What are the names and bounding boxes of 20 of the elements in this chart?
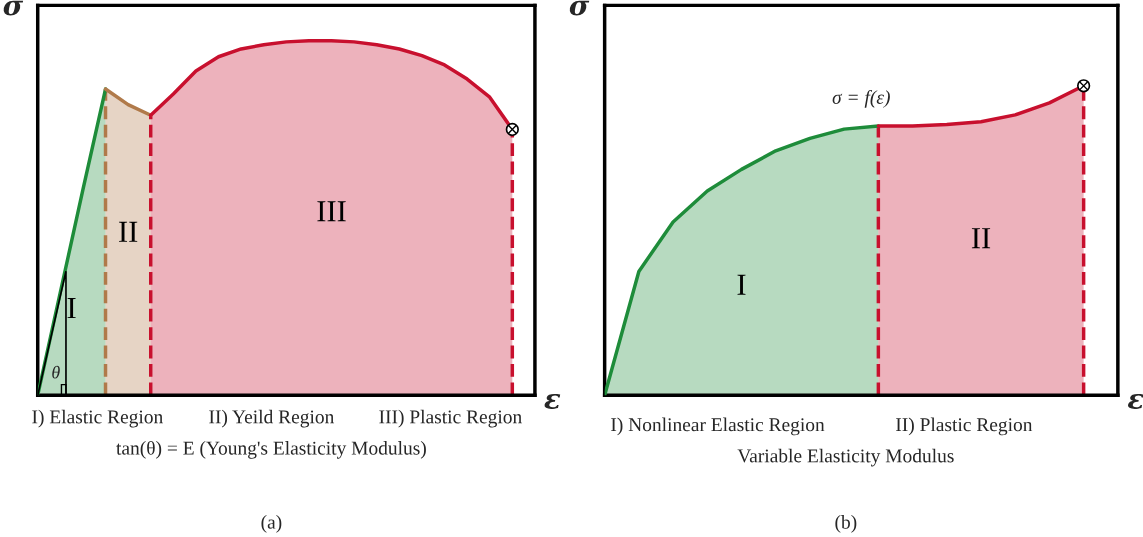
text: (b) (835, 515, 857, 533)
x-axis-title: ε (544, 393, 561, 409)
text: tan(θ) = E (Young's Elasticity Modulus) (116, 440, 426, 459)
x-axis-title: ε (1128, 393, 1143, 409)
y-axis-title: σ (3, 0, 24, 16)
text: II) Yeild Region (209, 409, 335, 428)
text: (a) (261, 515, 282, 533)
series-label: III (317, 201, 346, 222)
text: II) Plastic Region (896, 417, 1033, 436)
series-label: II (971, 228, 991, 249)
text: Variable Elasticity Modulus (737, 448, 954, 467)
text: III) Plastic Region (379, 409, 522, 428)
y-axis-title: σ (569, 0, 590, 16)
annotation: θ (52, 365, 60, 379)
text: I) Elastic Region (32, 409, 163, 428)
series-label: I (737, 274, 746, 295)
series-label: II (119, 221, 138, 242)
text: I) Nonlinear Elastic Region (611, 417, 825, 436)
series-label: I (67, 298, 76, 319)
annotation: σ = f(ε) (832, 90, 890, 108)
